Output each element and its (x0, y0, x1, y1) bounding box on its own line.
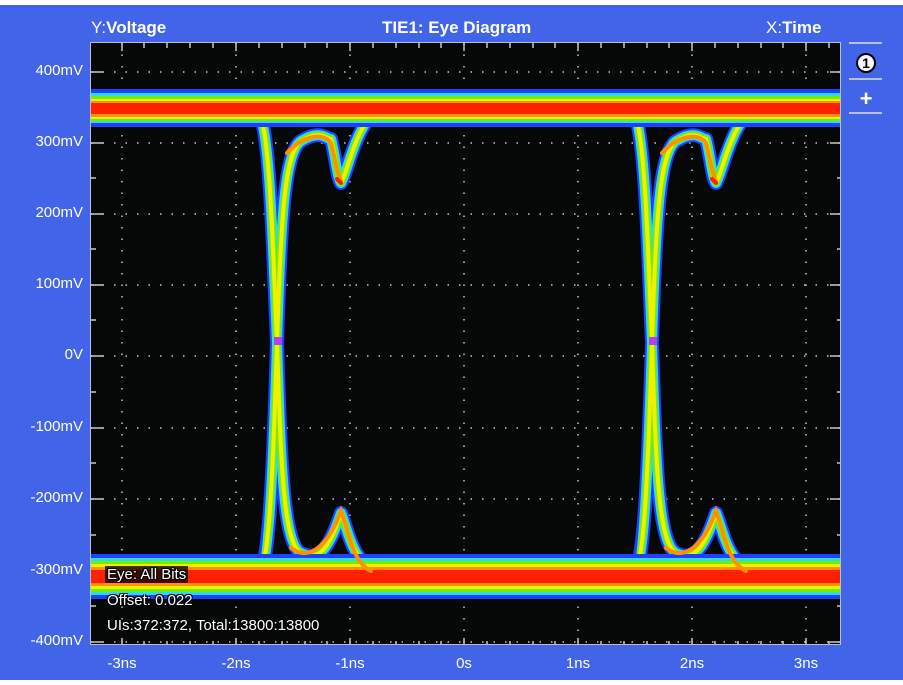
x-tick-neg3ns: -3ns (107, 655, 137, 672)
uis-total-label: UIs:372:372, Total:13800:13800 (107, 617, 320, 634)
add-button[interactable]: + (859, 86, 873, 111)
y-tick-neg400mv: -400mV (30, 632, 83, 649)
eye-diagram-plot[interactable] (90, 42, 841, 645)
y-tick-100mv: 100mV (35, 275, 83, 292)
x-tick-neg2ns: -2ns (221, 655, 251, 672)
x-axis-prefix: X: (766, 18, 783, 37)
chart-title: TIE1: Eye Diagram (382, 18, 532, 37)
eye-heatmap (91, 102, 840, 576)
y-tick-400mv: 400mV (35, 62, 83, 79)
x-axis-header: X:Time (766, 18, 821, 38)
x-tick-2ns: 2ns (679, 655, 705, 672)
y-tick-neg200mv: -200mV (30, 489, 83, 506)
crossing-marker-2 (649, 337, 657, 345)
side-divider (849, 42, 882, 44)
y-axis-header: Y:Voltage (91, 18, 166, 38)
side-divider (849, 78, 882, 80)
channel-1-badge[interactable]: 1 (856, 53, 876, 73)
x-tick-0s: 0s (456, 655, 472, 672)
x-axis-name: Time (782, 18, 822, 37)
crossing-marker-1 (274, 337, 282, 345)
x-tick-neg1ns: -1ns (335, 655, 365, 672)
offset-label: Offset: 0.022 (107, 592, 193, 609)
y-tick-200mv: 200mV (35, 204, 83, 221)
x-tick-3ns: 3ns (793, 655, 819, 672)
y-tick-0v: 0V (64, 346, 83, 363)
x-tick-1ns: 1ns (565, 655, 591, 672)
y-tick-neg100mv: -100mV (30, 418, 83, 435)
eye-diagram-svg (91, 43, 840, 644)
y-axis-name: Voltage (106, 18, 167, 37)
y-axis-prefix: Y: (91, 18, 107, 37)
rails (91, 89, 840, 599)
y-tick-300mv: 300mV (35, 133, 83, 150)
y-tick-neg300mv: -300mV (30, 561, 83, 578)
side-divider (849, 112, 882, 114)
eye-mode-label: Eye: All Bits (105, 566, 189, 583)
scope-window: Y:Voltage TIE1: Eye Diagram X:Time 400mV… (0, 5, 903, 680)
